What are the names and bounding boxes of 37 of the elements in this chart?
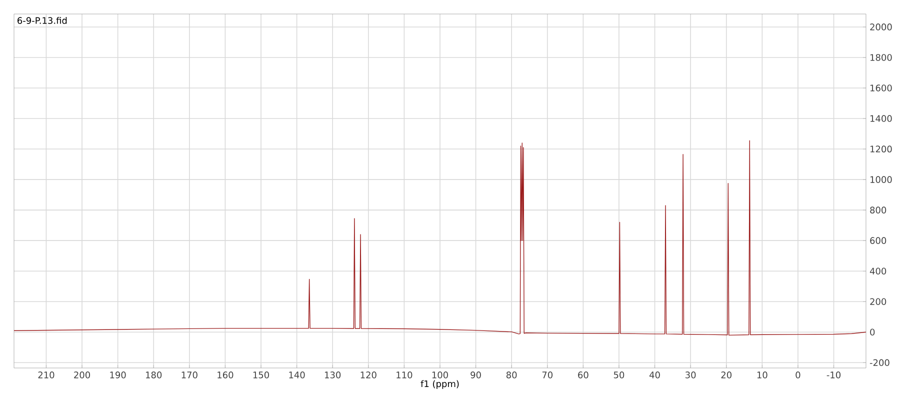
x-tick-label: 40: [649, 372, 660, 378]
x-tick-label: 130: [325, 372, 341, 378]
x-tick-label: 90: [470, 372, 481, 378]
x-tick-label: -10: [826, 372, 841, 378]
x-tick-label: 160: [218, 372, 234, 378]
x-tick-label: 50: [614, 372, 624, 378]
x-tick-label: 180: [146, 372, 162, 378]
x-tick-label: 210: [38, 372, 54, 378]
y-tick-label: 1600: [870, 84, 892, 92]
x-tick-label: 190: [110, 372, 126, 378]
y-tick-label: 1400: [870, 115, 892, 122]
y-tick-label: 800: [870, 206, 886, 214]
y-tick-label: -200: [870, 359, 890, 366]
x-tick-label: 60: [578, 372, 588, 378]
y-tick-label: 2000: [870, 24, 892, 30]
y-tick-label: 1200: [870, 146, 892, 152]
y-tick-label: 600: [870, 237, 886, 244]
x-tick-label: 80: [506, 372, 517, 378]
y-tick-label: 1000: [870, 176, 892, 183]
x-tick-label: 20: [721, 372, 732, 378]
y-tick-label: 1800: [870, 54, 892, 61]
x-tick-label: 10: [757, 372, 768, 378]
x-tick-label: 100: [432, 372, 448, 378]
x-tick-label: 140: [289, 372, 305, 378]
x-tick-label: 0: [796, 372, 800, 378]
x-axis-title: f1 (ppm): [420, 380, 459, 389]
x-tick-label: 120: [360, 372, 376, 378]
x-tick-label: 110: [396, 372, 412, 378]
annotation: 6-9-P.13.fid: [18, 16, 67, 24]
x-tick-label: 30: [686, 372, 696, 378]
x-tick-label: 70: [542, 372, 553, 378]
x-tick-label: 200: [74, 372, 90, 378]
x-tick-label: 170: [182, 372, 198, 378]
x-tick-label: 150: [253, 372, 269, 378]
y-tick-label: 200: [870, 298, 886, 306]
y-tick-label: 0: [870, 328, 875, 336]
y-tick-label: 400: [870, 268, 886, 274]
